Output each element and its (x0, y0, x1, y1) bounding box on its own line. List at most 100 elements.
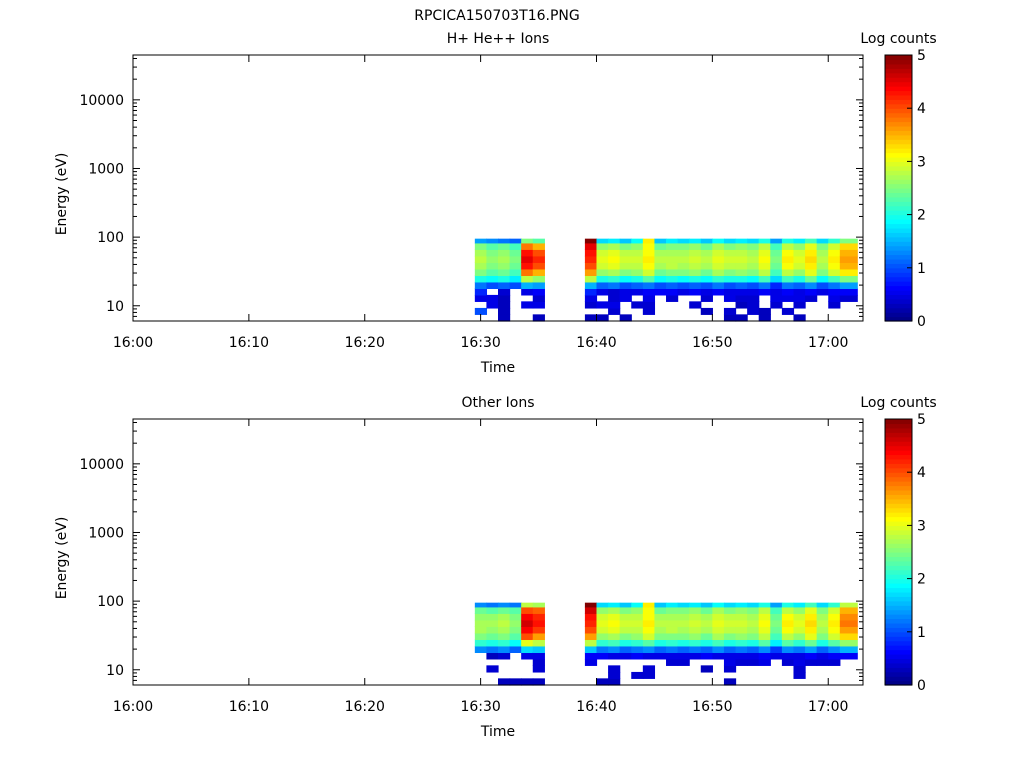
colorbar-swatch (885, 272, 912, 278)
heatmap-cell (608, 238, 621, 244)
colorbar-swatch (885, 552, 912, 558)
heatmap-cell (498, 268, 511, 276)
y-tick-label: 1000 (88, 525, 124, 541)
heatmap-cell (486, 606, 499, 614)
colorbar-swatch (885, 263, 912, 269)
heatmap-cell (677, 652, 690, 660)
heatmap-cell (654, 238, 667, 244)
heatmap-cell (642, 275, 656, 283)
heatmap-cell (532, 268, 545, 276)
heatmap-cell (828, 275, 841, 283)
heatmap-cell (793, 288, 806, 296)
colorbar-swatch (885, 245, 912, 251)
x-tick-label: 17:00 (808, 335, 848, 351)
colorbar-swatch (885, 63, 912, 69)
heatmap-cell (486, 652, 499, 660)
heatmap-cell (735, 658, 748, 666)
heatmap-cell (474, 606, 488, 614)
heatmap-cell (758, 249, 771, 257)
colorbar-swatch (885, 472, 912, 478)
heatmap-cell (712, 645, 725, 654)
heatmap-cell (654, 639, 667, 647)
heatmap-cell (584, 281, 598, 290)
heatmap-cell (532, 665, 545, 673)
heatmap-cell (584, 249, 598, 257)
heatmap-cell (474, 288, 488, 296)
heatmap-cell (747, 288, 760, 296)
heatmap-cell (584, 658, 598, 666)
heatmap-cell (498, 275, 511, 283)
heatmap-cell (770, 619, 783, 627)
heatmap-cell (642, 238, 656, 244)
heatmap-cell (474, 242, 488, 250)
heatmap-cell (498, 602, 511, 608)
colorbar-swatch (885, 214, 912, 220)
heatmap-cell (747, 307, 760, 315)
heatmap-cell (793, 613, 806, 621)
colorbar-tick-label: 0 (917, 678, 926, 694)
heatmap-cell (532, 619, 545, 627)
colorbar-swatch (885, 205, 912, 211)
heatmap-cell (631, 262, 644, 270)
colorbar-swatch (885, 476, 912, 482)
colorbar-swatch (885, 432, 912, 438)
colorbar-swatch (885, 498, 912, 504)
heatmap-cell (700, 255, 713, 263)
heatmap-cell (509, 632, 522, 640)
heatmap-cell (532, 632, 545, 640)
heatmap-cell (689, 632, 702, 640)
heatmap-cell (793, 658, 806, 666)
heatmap-cell (666, 613, 679, 621)
colorbar-swatch (885, 489, 912, 495)
heatmap-cell (770, 626, 783, 634)
heatmap-cell (631, 606, 644, 614)
heatmap-cell (619, 602, 632, 608)
heatmap-cell (747, 632, 760, 640)
heatmap-cell (781, 262, 795, 270)
heatmap-cell (735, 255, 748, 263)
heatmap-cell (770, 294, 783, 302)
heatmap-cell (816, 652, 829, 660)
heatmap-cell (584, 262, 598, 270)
heatmap-cell (666, 288, 679, 296)
heatmap-cell (509, 275, 522, 283)
heatmap-cell (509, 645, 522, 654)
heatmap-cell (770, 275, 783, 283)
heatmap-cell (509, 606, 522, 614)
colorbar-swatch (885, 560, 912, 566)
heatmap-cell (532, 606, 545, 614)
heatmap-cell (666, 249, 679, 257)
colorbar-swatch (885, 307, 912, 313)
heatmap-cell (619, 268, 632, 276)
heatmap-cell (677, 645, 690, 654)
heatmap-cell (839, 632, 858, 640)
heatmap-cell (700, 613, 713, 621)
heatmap-cell (631, 275, 644, 283)
x-tick-label: 16:40 (576, 335, 616, 351)
heatmap-cell (747, 281, 760, 290)
colorbar-swatch (885, 108, 912, 114)
heatmap-cell (474, 238, 488, 244)
heatmap-cell (532, 678, 545, 686)
heatmap-cell (677, 255, 690, 263)
heatmap-cell (642, 242, 656, 250)
heatmap-cell (596, 626, 609, 634)
heatmap-cell (839, 606, 858, 614)
heatmap-cell (486, 268, 499, 276)
heatmap-cell (521, 301, 534, 309)
x-tick-label: 16:30 (460, 335, 500, 351)
heatmap-cell (758, 632, 771, 640)
heatmap-cell (805, 281, 818, 290)
heatmap-cell (758, 275, 771, 283)
colorbar-swatch (885, 183, 912, 189)
colorbar-tick-label: 2 (917, 572, 926, 588)
heatmap-cell (816, 632, 829, 640)
x-tick-label: 16:00 (113, 699, 153, 715)
heatmap-cell (474, 613, 488, 621)
heatmap-cell (584, 619, 598, 627)
heatmap-cell (631, 613, 644, 621)
heatmap-cell (677, 626, 690, 634)
heatmap-cell (521, 606, 534, 614)
heatmap-cell (631, 645, 644, 654)
heatmap-cell (723, 255, 737, 263)
